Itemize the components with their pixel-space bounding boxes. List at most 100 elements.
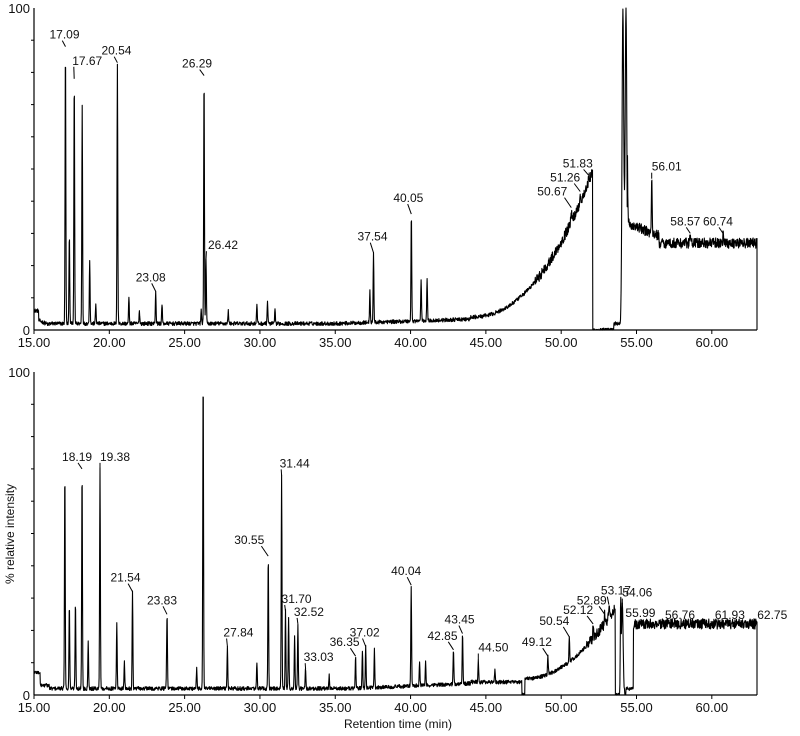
- peak-leader: [284, 604, 286, 612]
- peak-leader: [718, 227, 724, 234]
- peak-leader: [562, 626, 570, 638]
- x-tick-label: 30.00: [244, 335, 277, 350]
- peak-label: 18.19: [62, 450, 92, 464]
- chromatogram-bottom-panel: 0 100 15.00 20.00 25.00 30.00 35.00 40.00 45.00 5…: [8, 365, 787, 715]
- peak-label: 58.57: [670, 214, 700, 228]
- peak-leader: [362, 638, 367, 647]
- peak-leader: [447, 641, 454, 651]
- x-tick-label: 35.00: [319, 700, 352, 715]
- peak-label: 61.93: [715, 608, 745, 622]
- x-tick-label: 25.00: [168, 700, 201, 715]
- chromatogram-trace: [33, 7, 758, 331]
- peak-leader: [606, 596, 610, 605]
- peak-leader: [645, 618, 652, 628]
- x-tick-label: 40.00: [394, 335, 427, 350]
- peak-leader: [226, 638, 228, 647]
- peak-leader: [407, 203, 412, 215]
- chromatogram-top-panel: 0 100 15.00 20.00 25.00 30.00 35.00 40.00 45.00 5…: [8, 1, 758, 350]
- peak-label: 30.55: [234, 533, 264, 547]
- peak-label: 60.74: [703, 214, 733, 228]
- peak-label: 17.09: [49, 28, 79, 42]
- peak-label: 62.75: [757, 608, 787, 622]
- peak-label: 26.29: [182, 57, 212, 71]
- peak-label: 21.54: [111, 571, 141, 585]
- x-tick-label: 40.00: [394, 700, 427, 715]
- peak-leader: [685, 227, 691, 234]
- x-tick-label: 15.00: [18, 700, 51, 715]
- peak-label: 51.26: [550, 171, 580, 185]
- peak-label: 56.01: [652, 160, 682, 174]
- peak-label: 40.05: [393, 191, 423, 205]
- peak-label: 26.42: [208, 238, 238, 252]
- peak-label: 17.67: [72, 54, 102, 68]
- peak-label: 19.38: [100, 450, 130, 464]
- peak-leader: [151, 283, 157, 292]
- x-tick-label: 30.00: [244, 700, 277, 715]
- peak-label: 40.04: [391, 564, 421, 578]
- x-tick-label: 60.00: [696, 335, 729, 350]
- peak-label: 56.76: [665, 608, 695, 622]
- peak-leader: [113, 56, 118, 63]
- peak-label: 37.02: [350, 626, 380, 640]
- peak-leader: [260, 545, 269, 557]
- peak-leader: [598, 606, 606, 615]
- x-tick-label: 50.00: [545, 700, 578, 715]
- y-tick-label: 0: [23, 688, 30, 703]
- peak-label: 53.17: [601, 584, 631, 598]
- chromatogram-trace: [33, 396, 758, 696]
- peak-leader: [162, 606, 168, 615]
- peak-label: 51.83: [563, 156, 593, 170]
- peak-label: 55.99: [625, 606, 655, 620]
- peak-leader: [573, 183, 581, 192]
- x-tick-label: 60.00: [696, 700, 729, 715]
- peak-label: 50.54: [539, 614, 569, 628]
- peak-leader: [296, 617, 299, 624]
- x-axis-label: Retention time (min): [344, 717, 452, 731]
- x-tick-label: 25.00: [168, 335, 201, 350]
- peak-label: 44.50: [478, 640, 508, 654]
- peak-leader: [586, 615, 594, 625]
- peak-label: 31.70: [282, 592, 312, 606]
- peak-label: 23.08: [136, 270, 166, 284]
- peak-leader: [369, 242, 374, 253]
- x-tick-label: 15.00: [18, 335, 51, 350]
- y-tick-label: 0: [23, 323, 30, 338]
- peak-leader: [564, 197, 572, 208]
- peak-leader: [735, 620, 742, 628]
- x-tick-label: 45.00: [470, 335, 503, 350]
- peak-leader: [458, 625, 463, 634]
- peak-label: 36.35: [330, 635, 360, 649]
- peak-label: 31.44: [280, 456, 310, 470]
- x-tick-label: 35.00: [319, 335, 352, 350]
- peak-label: 49.12: [522, 635, 552, 649]
- x-tick-label: 20.00: [93, 700, 126, 715]
- peak-label: 37.54: [358, 230, 388, 244]
- x-tick-label: 50.00: [545, 335, 578, 350]
- y-tick-label: 100: [8, 1, 30, 16]
- x-tick-label: 55.00: [620, 700, 653, 715]
- peak-leader: [199, 69, 205, 76]
- peak-label: 54.06: [622, 586, 652, 600]
- peak-label: 52.12: [563, 603, 593, 617]
- peak-leader: [77, 462, 83, 470]
- y-axis-label: % relative intensity: [3, 484, 17, 584]
- peak-label: 43.45: [445, 613, 475, 627]
- x-tick-label: 55.00: [620, 335, 653, 350]
- peak-leader: [61, 40, 66, 47]
- peak-leader: [542, 647, 549, 657]
- peak-label: 20.54: [101, 44, 131, 58]
- peak-label: 50.67: [537, 185, 567, 199]
- x-tick-label: 45.00: [470, 700, 503, 715]
- peak-leader: [349, 647, 357, 657]
- peak-label: 52.89: [577, 593, 607, 607]
- peak-leader: [583, 169, 590, 176]
- peak-leader: [127, 583, 133, 592]
- peak-label: 23.83: [147, 593, 177, 607]
- peak-label: 32.52: [294, 605, 324, 619]
- peak-label: 27.84: [223, 626, 253, 640]
- x-tick-label: 20.00: [93, 335, 126, 350]
- y-tick-label: 100: [8, 365, 30, 380]
- peak-label: 42.85: [427, 629, 457, 643]
- peak-leader: [752, 621, 755, 628]
